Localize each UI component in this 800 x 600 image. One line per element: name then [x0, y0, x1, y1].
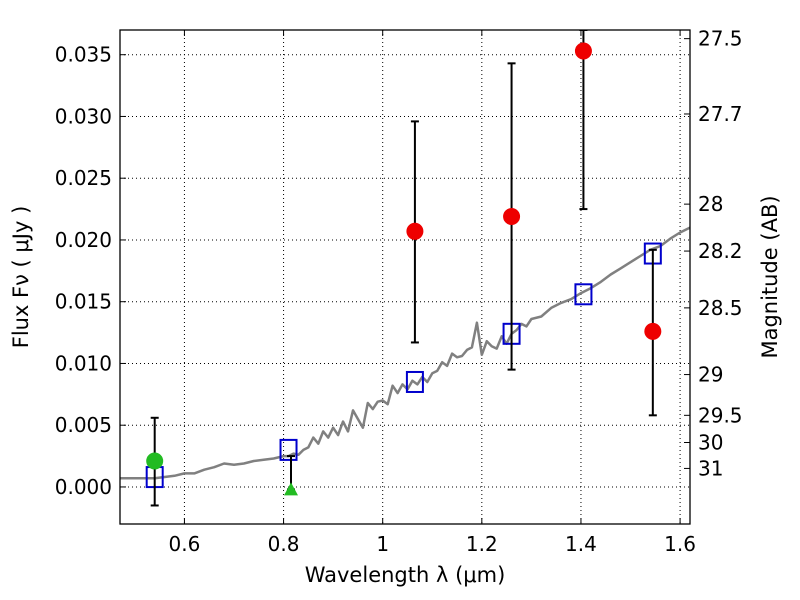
observed-point [503, 207, 521, 225]
optical-detection-point [146, 452, 164, 470]
x-tick-label: 1.4 [565, 532, 597, 556]
x-tick-label: 1.6 [664, 532, 696, 556]
y2-tick-label: 28.5 [698, 296, 743, 320]
y2-tick-label: 29 [698, 363, 723, 387]
y2-tick-label: 28 [698, 192, 723, 216]
y2-tick-label: 30 [698, 430, 723, 454]
y-tick-label: 0.005 [55, 413, 112, 437]
grid [120, 30, 690, 524]
x-axis-title: Wavelength λ (μm) [305, 563, 506, 587]
y-tick-label: 0.015 [55, 290, 112, 314]
y2-tick-label: 27.7 [698, 102, 743, 126]
axes: 0.6 0.8 1 1.2 1.4 1.6 0.000 0.005 0.010 0.015 0.02… [55, 27, 743, 556]
y-tick-label: 0.010 [55, 351, 112, 375]
observed-point [574, 42, 592, 60]
upper-limit-triangle [284, 482, 298, 496]
model-photometry-square [405, 370, 424, 393]
observed-point [644, 322, 662, 340]
y2-tick-label: 29.5 [698, 403, 743, 427]
y2-axis-title: Magnitude (AB) [758, 195, 782, 358]
plot-area [120, 30, 690, 507]
x-tick-label: 0.8 [268, 532, 300, 556]
y-tick-label: 0.035 [55, 43, 112, 67]
y2-tick-label: 31 [698, 456, 723, 480]
model-photometry-square [574, 283, 593, 306]
y2-tick-label: 28.2 [698, 239, 743, 263]
plot-frame [119, 29, 691, 525]
y-tick-label: 0.030 [55, 104, 112, 128]
y-tick-label: 0.020 [55, 228, 112, 252]
y-tick-label: 0.000 [55, 475, 112, 499]
model-sed-line [120, 226, 690, 480]
observed-point [406, 222, 424, 240]
y2-tick-label: 27.5 [698, 27, 743, 51]
y-tick-label: 0.025 [55, 166, 112, 190]
x-tick-label: 0.6 [169, 532, 201, 556]
x-tick-label: 1 [376, 532, 389, 556]
y-axis-title: Flux Fν ( μJy ) [9, 206, 33, 349]
model-photometry-square [279, 438, 298, 461]
x-tick-label: 1.2 [466, 532, 498, 556]
